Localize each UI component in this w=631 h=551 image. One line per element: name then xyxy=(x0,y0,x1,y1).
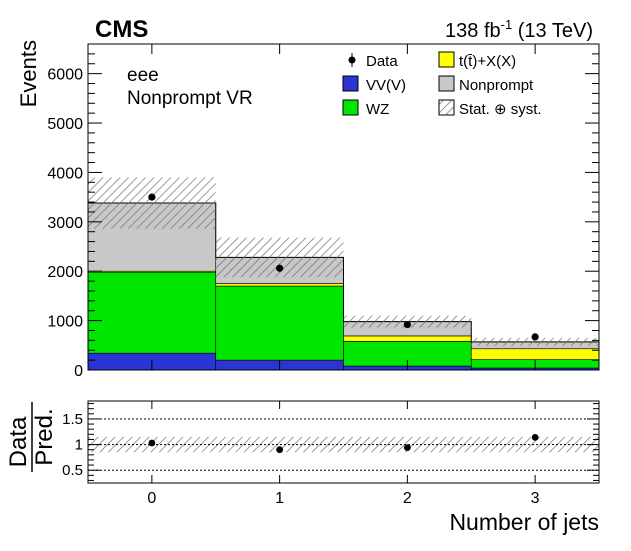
ratio-plot-frame xyxy=(87,400,600,484)
x-tick-label: 3 xyxy=(531,490,540,507)
ratio-point-3 xyxy=(531,433,539,441)
x-axis-label: Number of jets xyxy=(449,509,599,535)
data-point-1 xyxy=(276,264,284,272)
legend-nonprompt-label: Nonprompt xyxy=(459,77,534,94)
unc-band-3 xyxy=(471,337,599,346)
unc-band-0 xyxy=(88,177,216,229)
legend-nonprompt-swatch xyxy=(438,75,455,92)
ratio-unc-band xyxy=(88,436,599,453)
data-point-0 xyxy=(148,193,156,201)
bar-ttx-2 xyxy=(343,335,472,342)
data-point-3 xyxy=(531,333,539,341)
legend-entry-wz: WZ xyxy=(342,99,389,118)
ratio-points xyxy=(148,433,539,454)
y-tick-label: 3000 xyxy=(47,215,83,232)
ratio-y-tick-label: 0.5 xyxy=(62,462,83,479)
ratio-point-0 xyxy=(148,439,156,447)
main-plot-frame xyxy=(87,43,600,371)
ratio-gridlines xyxy=(88,418,599,471)
legend-entry-vvv: VV(V) xyxy=(342,75,406,94)
lumi-exponent: -1 xyxy=(501,17,513,32)
legend-ttx-swatch xyxy=(438,51,455,68)
ratio-plot: 0.5 1 1.5 0 1 2 3 xyxy=(62,400,600,507)
y-tick-label: 4000 xyxy=(47,165,83,182)
experiment-label: CMS xyxy=(95,16,148,43)
legend-vvv-swatch xyxy=(342,75,359,92)
x-tick-label: 0 xyxy=(147,490,156,507)
data-points xyxy=(148,193,539,341)
ratio-y-tick-label: 1.5 xyxy=(62,411,83,428)
legend-unc-label: Stat. ⊕ syst. xyxy=(459,101,542,118)
x-axis-ticks-top xyxy=(151,44,536,370)
bar-ttx-1 xyxy=(215,283,344,287)
legend-data-label: Data xyxy=(366,53,398,70)
x-axis-ticks: 0 1 2 3 xyxy=(147,401,540,507)
luminosity-label: 138 fb-1 (13 TeV) xyxy=(445,17,593,42)
legend-entry-ttx: t(t̄)+X(X) xyxy=(438,51,516,70)
data-point-2 xyxy=(403,320,411,329)
region-label: Nonprompt VR xyxy=(127,88,253,109)
ratio-point-1 xyxy=(276,446,284,454)
legend-entry-unc: Stat. ⊕ syst. xyxy=(438,99,542,118)
y-tick-label: 2000 xyxy=(47,264,83,281)
legend-data-marker xyxy=(348,56,356,64)
uncertainty-band xyxy=(88,177,599,346)
legend-vvv-label: VV(V) xyxy=(366,77,406,94)
bar-wz-0 xyxy=(87,271,217,354)
bar-wz-1 xyxy=(215,285,344,361)
y-tick-label: 0 xyxy=(74,363,83,380)
main-plot: 0 1000 2000 3000 4000 5000 6000 xyxy=(47,43,600,380)
y-tick-label: 6000 xyxy=(47,67,83,84)
legend-wz-label: WZ xyxy=(366,101,389,118)
ratio-y-axis-ticks: 0.5 1 1.5 xyxy=(62,403,599,481)
y-axis-label: Events xyxy=(16,40,41,107)
legend-unc-swatch xyxy=(438,99,455,116)
legend: Data t(t̄)+X(X) VV(V) Nonprompt WZ Stat.… xyxy=(342,51,542,118)
lumi-value: 138 fb xyxy=(445,20,501,42)
ratio-point-2 xyxy=(403,444,411,452)
y-tick-label: 1000 xyxy=(47,314,83,331)
legend-entry-data: Data xyxy=(348,53,398,70)
ratio-uncertainty-band xyxy=(88,436,599,453)
channel-label: eee xyxy=(127,65,159,86)
y-tick-label: 5000 xyxy=(47,116,83,133)
legend-wz-swatch xyxy=(342,99,359,116)
ratio-label-denominator: Pred. xyxy=(31,408,58,465)
ratio-label-numerator: Data xyxy=(5,416,32,467)
legend-entry-nonprompt: Nonprompt xyxy=(438,75,534,94)
lumi-energy: (13 TeV) xyxy=(512,20,593,42)
x-tick-label: 2 xyxy=(403,490,412,507)
y-axis-ticks: 0 1000 2000 3000 4000 5000 6000 xyxy=(47,43,599,380)
bar-ttx-3 xyxy=(470,348,600,360)
ratio-y-axis-label: Data Pred. xyxy=(5,402,58,472)
x-tick-label: 1 xyxy=(275,490,284,507)
legend-ttx-label: t(t̄)+X(X) xyxy=(459,53,516,70)
ratio-y-tick-label: 1 xyxy=(75,437,83,454)
